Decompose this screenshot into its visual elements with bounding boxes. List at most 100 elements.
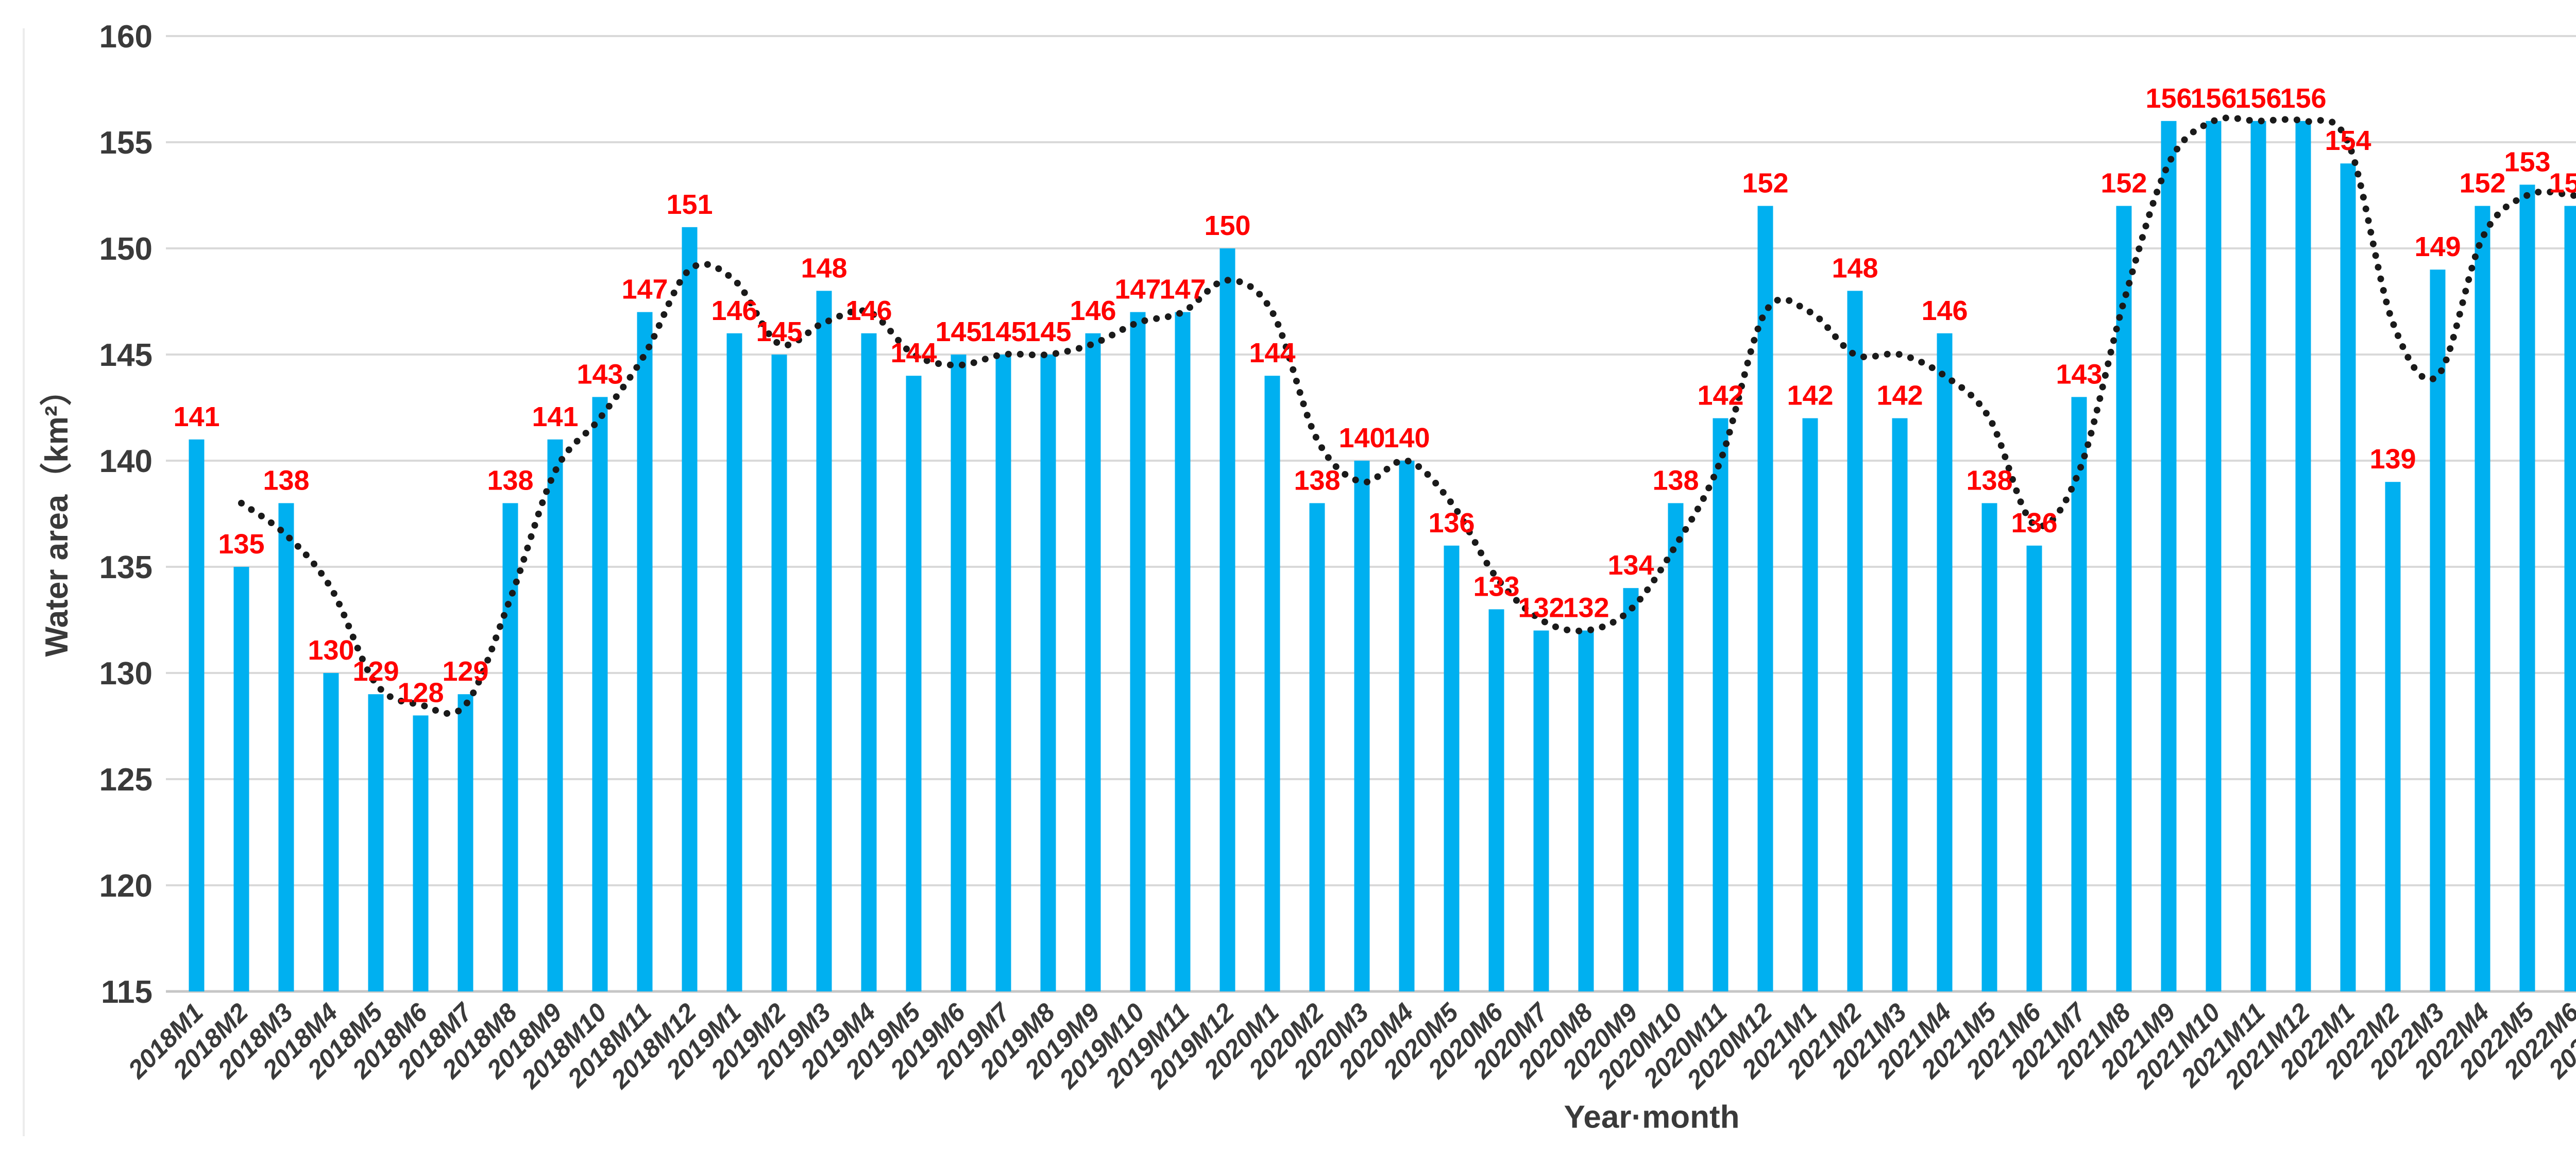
bar-label: 142 — [1787, 380, 1833, 411]
bar-label: 143 — [2056, 359, 2102, 390]
y-tick-label: 130 — [99, 656, 152, 692]
bar-2022M1 — [2340, 163, 2356, 992]
x-axis-tick-labels: 2018M12018M22018M32018M42018M52018M62018… — [122, 997, 2576, 1094]
bar-2018M1 — [189, 439, 205, 991]
bar-2019M11 — [1175, 312, 1191, 991]
bar-2018M4 — [323, 673, 339, 991]
bar-label: 144 — [890, 338, 937, 368]
bar-2019M12 — [1219, 248, 1235, 991]
bar-label: 152 — [2549, 168, 2576, 199]
bar-2021M1 — [1802, 418, 1818, 991]
bar-2019M7 — [995, 355, 1011, 991]
bar-label: 134 — [1607, 550, 1654, 581]
bar-2021M7 — [2071, 397, 2087, 991]
bar-2019M4 — [861, 333, 877, 991]
figure-left-border — [23, 28, 25, 1136]
bar-label: 140 — [1383, 423, 1430, 453]
bar-2021M10 — [2206, 121, 2222, 991]
bar-2020M11 — [1713, 418, 1728, 991]
bar-label: 146 — [845, 295, 892, 326]
bar-2021M12 — [2295, 121, 2311, 991]
bar-label: 139 — [2369, 444, 2416, 475]
y-tick-label: 125 — [99, 762, 152, 798]
bar-2019M10 — [1130, 312, 1146, 991]
bar-2019M3 — [816, 291, 832, 991]
bar-2020M12 — [1757, 206, 1773, 992]
bar-2020M9 — [1623, 588, 1639, 991]
bar-2020M2 — [1309, 503, 1325, 991]
bar-2018M11 — [637, 312, 653, 991]
bar-2019M2 — [771, 355, 787, 991]
bar-2022M3 — [2430, 270, 2446, 992]
bar-2021M2 — [1847, 291, 1863, 991]
bar-label: 148 — [801, 252, 847, 283]
bar-2018M12 — [682, 227, 698, 991]
bar-2021M5 — [1981, 503, 1997, 991]
bar-2018M3 — [278, 503, 294, 991]
bar-value-labels: 1411351381301291281291381411431471511461… — [173, 83, 2576, 709]
bar-label: 135 — [218, 529, 264, 560]
bar-2020M1 — [1264, 376, 1280, 992]
bar-2020M6 — [1488, 609, 1504, 991]
bar-label: 141 — [173, 401, 219, 432]
bar-2020M4 — [1399, 461, 1415, 991]
bar-2021M11 — [2250, 121, 2266, 991]
bar-2021M4 — [1937, 333, 1953, 991]
bar-2018M6 — [413, 715, 429, 991]
bar-2019M8 — [1040, 355, 1056, 991]
bar-label: 156 — [2235, 83, 2281, 114]
bar-label: 145 — [1025, 316, 1071, 347]
bar-label: 138 — [1294, 465, 1340, 496]
y-tick-label: 115 — [101, 974, 152, 1010]
bar-label: 151 — [666, 189, 713, 220]
bar-label: 146 — [1921, 295, 1968, 326]
bar-label: 138 — [1652, 465, 1699, 496]
bar-label: 146 — [711, 295, 757, 326]
bar-label: 146 — [1070, 295, 1116, 326]
bar-label: 156 — [2280, 83, 2326, 114]
bar-2020M7 — [1533, 630, 1549, 991]
y-tick-label: 150 — [99, 231, 152, 267]
bar-2018M5 — [368, 694, 384, 991]
bar-label: 141 — [532, 401, 578, 432]
bar-label: 133 — [1473, 571, 1519, 602]
bar-label: 152 — [1742, 168, 1788, 199]
bar-2021M3 — [1892, 418, 1908, 991]
y-axis-title: Water area（km²） — [39, 374, 75, 657]
bar-label: 149 — [2414, 231, 2461, 262]
bar-label: 153 — [2504, 146, 2550, 177]
bar-label: 156 — [2145, 83, 2192, 114]
bar-label: 142 — [1697, 380, 1743, 411]
bar-2020M3 — [1354, 461, 1370, 991]
bar-label: 154 — [2325, 125, 2371, 156]
bar-label: 152 — [2459, 168, 2505, 199]
bar-label: 145 — [980, 316, 1026, 347]
bar-label: 150 — [1204, 210, 1250, 241]
y-axis-tick-labels: 115 120 125 130 135 140 145 150 155 160 — [99, 19, 152, 1010]
bars-series — [189, 121, 2576, 992]
y-tick-label: 160 — [99, 19, 152, 55]
bar-2021M9 — [2161, 121, 2177, 991]
bar-2021M6 — [2026, 545, 2042, 991]
y-tick-label: 140 — [99, 444, 152, 479]
y-tick-label: 145 — [99, 338, 152, 373]
bar-label: 143 — [577, 359, 623, 390]
bar-label: 138 — [263, 465, 309, 496]
bar-label: 145 — [756, 316, 802, 347]
bar-2019M1 — [726, 333, 742, 991]
bar-label: 136 — [2011, 508, 2057, 538]
bar-label: 138 — [1966, 465, 2012, 496]
bar-label: 147 — [1114, 274, 1161, 305]
bar-label: 144 — [1249, 338, 1295, 368]
bar-2018M2 — [233, 567, 249, 991]
bar-2020M8 — [1578, 630, 1594, 991]
bar-label: 132 — [1518, 593, 1564, 624]
bar-2019M6 — [951, 355, 967, 991]
bar-label: 140 — [1338, 423, 1385, 453]
bar-2018M7 — [457, 694, 473, 991]
x-axis-title: Year·month — [1564, 1099, 1740, 1135]
bar-2021M8 — [2116, 206, 2132, 992]
bar-label: 142 — [1876, 380, 1923, 411]
